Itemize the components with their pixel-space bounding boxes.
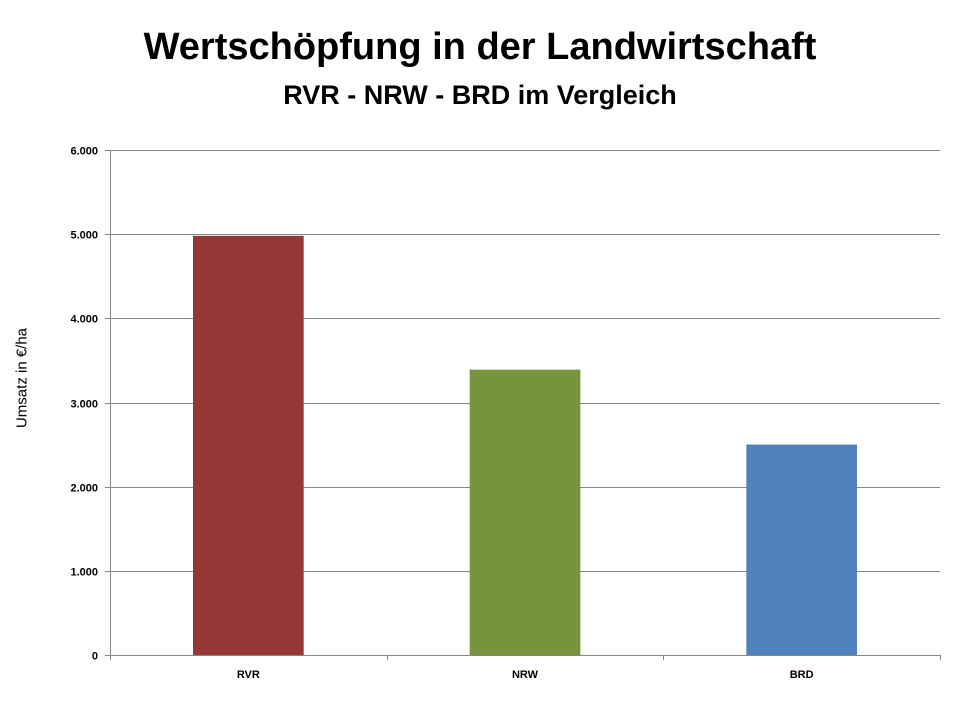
y-tick-label: 3.000 bbox=[70, 399, 98, 411]
y-tick-label: 1.000 bbox=[70, 567, 98, 579]
y-tick-label: 2.000 bbox=[70, 483, 98, 495]
y-tick-label: 6.000 bbox=[70, 146, 98, 158]
x-tick-label: NRW bbox=[512, 669, 539, 681]
y-tick-label: 4.000 bbox=[70, 314, 98, 326]
chart-subtitle: RVR - NRW - BRD im Vergleich bbox=[283, 80, 677, 110]
bar-nrw bbox=[469, 369, 581, 655]
chart-title: Wertschöpfung in der Landwirtschaft bbox=[143, 26, 817, 68]
x-tick-label: RVR bbox=[237, 669, 260, 681]
bar-rvr bbox=[193, 235, 304, 655]
y-tick-label: 5.000 bbox=[70, 230, 98, 242]
bar-brd bbox=[746, 444, 857, 655]
y-tick-label: 0 bbox=[92, 651, 98, 663]
x-tick-label: BRD bbox=[790, 669, 814, 681]
